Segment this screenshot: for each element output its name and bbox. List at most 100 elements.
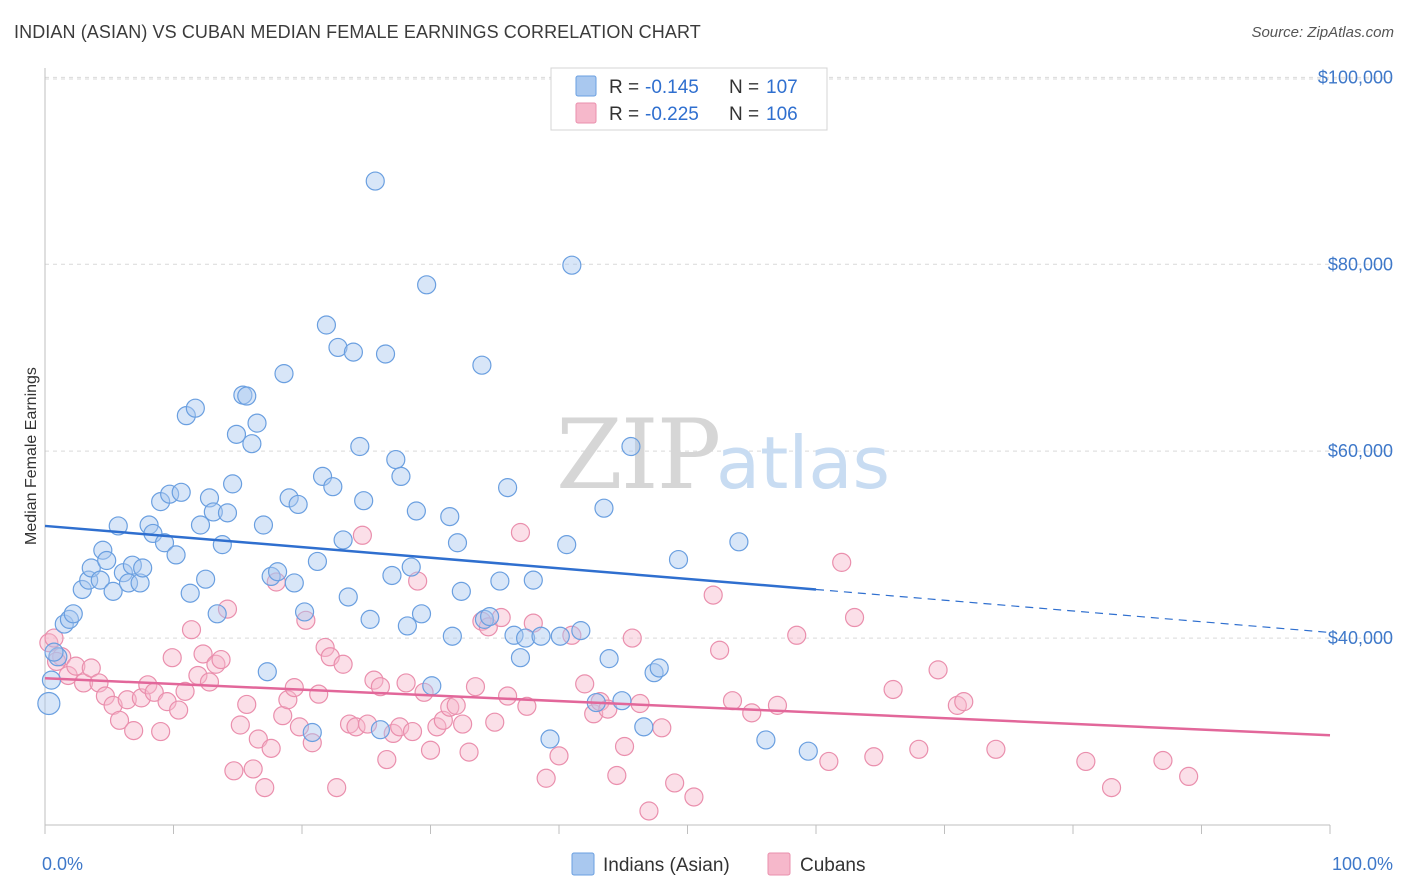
cubans-point-48 bbox=[346, 717, 366, 737]
cubans-point-12 bbox=[124, 721, 144, 741]
cubans-point-89 bbox=[665, 773, 685, 793]
indians-point-90 bbox=[550, 626, 570, 646]
cubans-point-96 bbox=[787, 625, 807, 645]
indians-point-80 bbox=[474, 609, 495, 629]
indians-point-22 bbox=[154, 533, 175, 553]
indians-point-1 bbox=[41, 670, 62, 690]
indians-point-46 bbox=[274, 364, 294, 384]
y-tick-label-1: $60,000 bbox=[1328, 441, 1393, 461]
indians-point-88 bbox=[531, 626, 551, 646]
indians-point-62 bbox=[360, 609, 380, 629]
y-tick-label-0: $40,000 bbox=[1328, 628, 1393, 648]
cubans-point-38 bbox=[284, 678, 304, 698]
indians-point-17 bbox=[130, 573, 150, 593]
indians-point-58 bbox=[338, 587, 358, 607]
watermark: ZIP atlas bbox=[556, 399, 890, 511]
indians-point-86 bbox=[515, 628, 536, 648]
indians-point-104 bbox=[756, 730, 776, 750]
cubans-point-83 bbox=[607, 765, 627, 786]
axes bbox=[44, 68, 1331, 834]
cubans-point-59 bbox=[414, 682, 434, 702]
indians-point-66 bbox=[382, 565, 402, 586]
cubans-point-97 bbox=[819, 751, 839, 772]
indians-point-37 bbox=[226, 424, 247, 444]
indians-point-57 bbox=[333, 530, 353, 550]
cubans-point-42 bbox=[309, 684, 329, 704]
cubans-point-53 bbox=[377, 749, 397, 770]
indians-point-32 bbox=[203, 502, 223, 522]
indians-point-64 bbox=[370, 720, 390, 740]
series-cubans-points bbox=[39, 522, 1199, 821]
indians-point-72 bbox=[411, 604, 432, 624]
indians-point-99 bbox=[634, 717, 654, 737]
indians-point-9 bbox=[90, 570, 110, 590]
indians-point-106 bbox=[44, 642, 64, 662]
indians-point-98 bbox=[621, 436, 641, 457]
indians-point-67 bbox=[386, 449, 406, 470]
indians-point-36 bbox=[223, 474, 243, 494]
indians-point-77 bbox=[447, 533, 468, 553]
indians-point-61 bbox=[354, 491, 374, 511]
chart-source: Source: ZipAtlas.com bbox=[1251, 24, 1394, 41]
indians-point-63 bbox=[365, 171, 385, 191]
legend-n-value-cubans: 106 bbox=[766, 104, 798, 125]
trend-line-indians bbox=[44, 524, 817, 591]
cubans-point-31 bbox=[243, 759, 263, 779]
legend-r-value-indians: -0.145 bbox=[645, 77, 699, 98]
cubans-point-41 bbox=[302, 733, 322, 753]
cubans-point-77 bbox=[549, 746, 569, 766]
indians-point-60 bbox=[350, 436, 370, 457]
indians-point-43 bbox=[257, 662, 277, 682]
legend-n-value-indians: 107 bbox=[766, 77, 798, 98]
y-tick-label-3: $100,000 bbox=[1318, 67, 1393, 87]
cubans-point-27 bbox=[217, 599, 238, 619]
cubans-point-109 bbox=[1153, 750, 1173, 771]
indians-point-71 bbox=[406, 501, 426, 521]
cubans-point-43 bbox=[315, 637, 335, 658]
indians-point-78 bbox=[451, 581, 471, 601]
cubans-point-21 bbox=[181, 620, 202, 640]
bottom-legend-label-cubans: Cubans bbox=[800, 855, 866, 876]
indians-point-75 bbox=[440, 506, 460, 527]
grid bbox=[45, 76, 1392, 639]
cubans-point-32 bbox=[248, 729, 268, 749]
cubans-point-90 bbox=[684, 787, 704, 807]
indians-point-42 bbox=[253, 515, 274, 535]
indians-point-69 bbox=[397, 616, 417, 636]
cubans-point-30 bbox=[237, 694, 257, 715]
indians-point-7 bbox=[79, 570, 99, 590]
indians-point-34 bbox=[212, 535, 232, 555]
bottom-legend-label-indians: Indians (Asian) bbox=[603, 855, 730, 876]
trend-line-indians-extrapolated bbox=[815, 588, 1331, 634]
y-tick-label-2: $80,000 bbox=[1328, 254, 1393, 274]
stats-legend: R = -0.145 N = 107 R = -0.225 N = 106 bbox=[550, 67, 828, 131]
indians-point-53 bbox=[312, 466, 333, 487]
indians-point-40 bbox=[242, 434, 262, 454]
indians-point-48 bbox=[284, 573, 304, 593]
cubans-point-93 bbox=[722, 691, 743, 711]
cubans-point-18 bbox=[162, 648, 182, 668]
indians-point-41 bbox=[247, 413, 267, 433]
cubans-point-87 bbox=[639, 801, 659, 821]
cubans-point-66 bbox=[459, 742, 479, 762]
indians-point-39 bbox=[237, 386, 257, 406]
indians-point-25 bbox=[171, 482, 191, 502]
cubans-point-19 bbox=[169, 700, 189, 720]
cubans-point-91 bbox=[703, 585, 723, 605]
cubans-point-108 bbox=[1101, 778, 1122, 798]
tick-labels: $40,000 $60,000 $80,000 $100,000 0.0% 100.0% bbox=[42, 67, 1393, 874]
indians-point-95 bbox=[594, 498, 614, 518]
cubans-point-60 bbox=[420, 740, 441, 760]
cubans-point-29 bbox=[230, 715, 250, 735]
cubans-point-11 bbox=[117, 690, 137, 710]
cubans-point-46 bbox=[333, 654, 353, 674]
indians-point-45 bbox=[267, 562, 288, 582]
indians-point-10 bbox=[93, 540, 113, 560]
indians-point-51 bbox=[302, 722, 322, 743]
cubans-point-56 bbox=[396, 673, 416, 693]
cubans-point-4 bbox=[66, 656, 86, 676]
indians-point-52 bbox=[307, 551, 328, 572]
indians-point-73 bbox=[417, 275, 437, 295]
indians-point-59 bbox=[343, 342, 363, 362]
